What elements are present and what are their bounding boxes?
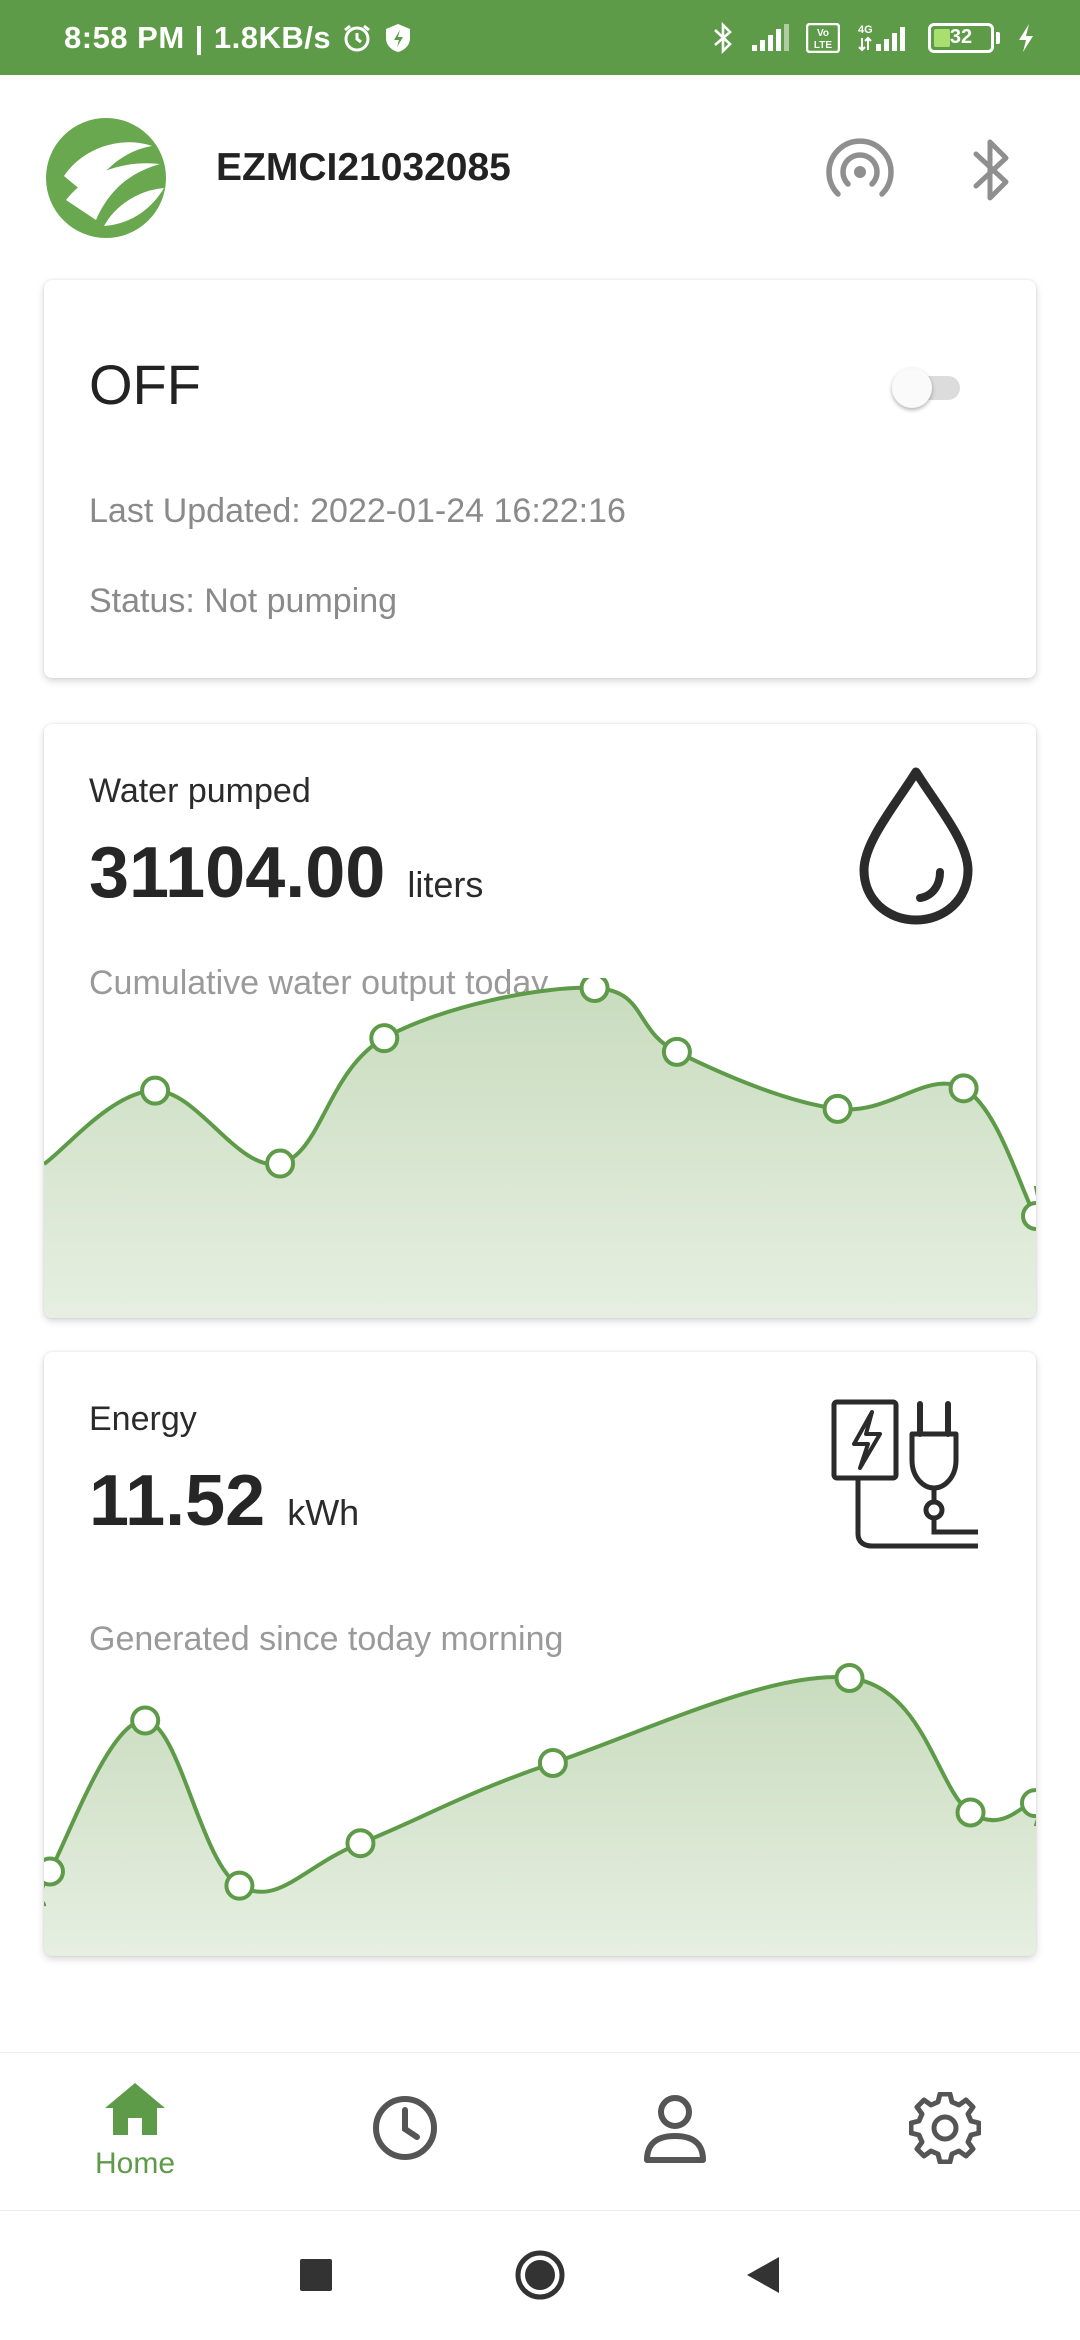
status-separator: | bbox=[194, 19, 204, 55]
nav-home[interactable]: Home bbox=[0, 2053, 270, 2208]
nav-history[interactable] bbox=[270, 2053, 540, 2208]
pump-toggle[interactable] bbox=[892, 368, 960, 408]
settings-icon bbox=[908, 2091, 982, 2169]
system-navigation-bar bbox=[0, 2210, 1080, 2340]
energy-unit: kWh bbox=[287, 1492, 360, 1533]
water-unit: liters bbox=[407, 864, 484, 905]
alarm-icon bbox=[341, 22, 373, 54]
energy-chart-point[interactable] bbox=[130, 1705, 161, 1736]
charging-icon bbox=[1016, 22, 1036, 54]
bottom-nav: Home bbox=[0, 2052, 1080, 2208]
network-speed: 1.8KB/s bbox=[213, 19, 332, 55]
water-chart-point[interactable] bbox=[140, 1075, 171, 1106]
energy-subtitle: Generated since today morning bbox=[89, 1620, 564, 1658]
water-chart-point[interactable] bbox=[948, 1073, 979, 1104]
energy-plug-icon bbox=[828, 1394, 992, 1558]
history-icon bbox=[369, 2092, 441, 2169]
water-chart-point[interactable] bbox=[369, 1023, 400, 1054]
shield-icon bbox=[383, 22, 413, 54]
energy-card[interactable]: Energy 11.52 kWh Generated since today m… bbox=[44, 1352, 1036, 1956]
water-chart-point[interactable] bbox=[822, 1093, 853, 1124]
logo-icon bbox=[44, 116, 168, 240]
water-chart-line bbox=[44, 985, 1036, 1219]
battery-level: 32 bbox=[949, 26, 973, 48]
energy-chart-area bbox=[44, 1677, 1036, 1956]
svg-text:4G: 4G bbox=[858, 24, 873, 36]
svg-text:Vo: Vo bbox=[817, 28, 829, 39]
4g-signal-icon: 4G bbox=[856, 22, 912, 54]
nav-home-label: Home bbox=[94, 2147, 176, 2180]
volte-icon: Vo LTE bbox=[806, 22, 840, 53]
pump-status: Status: Not pumping bbox=[89, 582, 398, 620]
home-circle-icon bbox=[514, 2249, 566, 2306]
profile-icon bbox=[641, 2092, 709, 2169]
status-time: 8:58 PM bbox=[64, 19, 185, 55]
back-button[interactable] bbox=[734, 2249, 790, 2305]
status-right: Vo LTE 4G 32 bbox=[712, 21, 1036, 55]
bluetooth-icon bbox=[970, 134, 1014, 211]
water-subtitle: Cumulative water output today bbox=[89, 964, 549, 1002]
water-title: Water pumped bbox=[89, 772, 311, 810]
energy-chart-point[interactable] bbox=[834, 1663, 865, 1693]
energy-value-row: 11.52 kWh bbox=[89, 1460, 359, 1542]
system-home-button[interactable] bbox=[512, 2249, 568, 2305]
water-chart-point[interactable] bbox=[661, 1036, 692, 1067]
water-chart-point[interactable] bbox=[1021, 1201, 1036, 1231]
energy-chart-point[interactable] bbox=[224, 1870, 255, 1901]
toggle-knob bbox=[892, 368, 932, 408]
energy-chart bbox=[44, 1663, 1036, 1956]
status-left: 8:58 PM | 1.8KB/s bbox=[64, 20, 413, 56]
water-value-row: 31104.00 liters bbox=[89, 832, 483, 914]
energy-chart-point[interactable] bbox=[955, 1797, 986, 1828]
energy-chart-point[interactable] bbox=[44, 1856, 65, 1887]
status-bar: 8:58 PM | 1.8KB/s Vo LTE 4G 32 bbox=[0, 0, 1080, 75]
energy-chart-point[interactable] bbox=[537, 1747, 568, 1778]
water-chart bbox=[44, 978, 1036, 1318]
pump-status-card: OFF Last Updated: 2022-01-24 16:22:16 St… bbox=[44, 280, 1036, 678]
back-icon bbox=[743, 2255, 781, 2300]
energy-chart-point[interactable] bbox=[345, 1828, 376, 1859]
water-drop-icon bbox=[856, 764, 976, 928]
wifi-hotspot-icon bbox=[824, 134, 896, 211]
pump-state: OFF bbox=[89, 353, 201, 416]
energy-chart-point[interactable] bbox=[1020, 1788, 1036, 1819]
water-value: 31104.00 bbox=[89, 833, 386, 913]
last-updated: Last Updated: 2022-01-24 16:22:16 bbox=[89, 492, 626, 530]
recents-icon bbox=[299, 2258, 333, 2297]
bluetooth-button[interactable] bbox=[952, 132, 1032, 212]
nav-settings[interactable] bbox=[810, 2053, 1080, 2208]
nav-profile[interactable] bbox=[540, 2053, 810, 2208]
svg-text:LTE: LTE bbox=[814, 40, 832, 51]
energy-title: Energy bbox=[89, 1400, 197, 1438]
water-pumped-card[interactable]: Water pumped 31104.00 liters Cumulative … bbox=[44, 724, 1036, 1318]
app-header: EZMCI21032085 bbox=[0, 100, 1080, 240]
home-icon bbox=[101, 2080, 169, 2143]
battery-icon: 32 bbox=[928, 22, 1000, 53]
wifi-hotspot-button[interactable] bbox=[820, 132, 900, 212]
water-chart-area bbox=[44, 987, 1036, 1318]
water-chart-point[interactable] bbox=[265, 1148, 296, 1179]
device-id: EZMCI21032085 bbox=[216, 146, 511, 189]
bluetooth-icon bbox=[712, 21, 734, 55]
signal-icon bbox=[750, 23, 790, 53]
recents-button[interactable] bbox=[288, 2249, 344, 2305]
water-chart-point[interactable] bbox=[579, 978, 610, 1003]
energy-value: 11.52 bbox=[89, 1461, 266, 1541]
